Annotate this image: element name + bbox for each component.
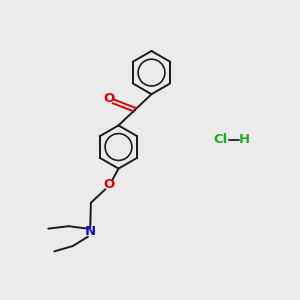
Text: N: N [85, 225, 96, 238]
Text: O: O [103, 92, 115, 105]
Text: H: H [239, 133, 250, 146]
Text: O: O [103, 178, 115, 191]
Text: Cl: Cl [213, 133, 228, 146]
